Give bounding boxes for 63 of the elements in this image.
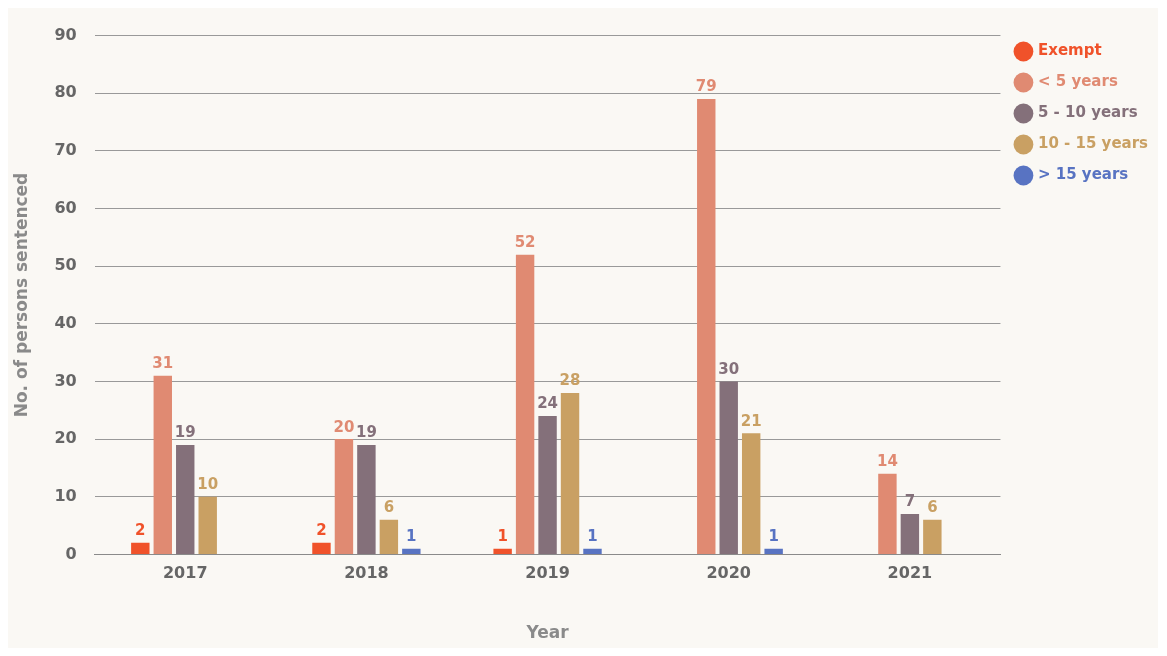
data-label: 79 <box>695 77 717 96</box>
data-label: 14 <box>876 452 898 471</box>
legend-label: > 15 years <box>1037 165 1129 184</box>
legend-label: Exempt <box>1037 41 1102 60</box>
data-label: 1 <box>587 527 598 546</box>
bar <box>402 548 421 554</box>
y-tick-label: 0 <box>65 543 77 563</box>
bar <box>741 433 761 554</box>
y-tick-label: 20 <box>54 428 77 448</box>
bar <box>515 254 535 554</box>
data-label: 52 <box>514 233 536 252</box>
legend-label: 10 - 15 years <box>1037 134 1149 153</box>
x-tick-label: 2021 <box>887 563 933 583</box>
data-label: 2 <box>316 521 327 540</box>
bar <box>176 444 195 554</box>
bar <box>560 393 580 554</box>
data-label: 30 <box>718 359 740 378</box>
data-label: 1 <box>406 527 417 546</box>
bar <box>493 548 512 554</box>
y-tick-label: 40 <box>54 312 77 332</box>
data-label: 21 <box>740 411 762 430</box>
bar <box>357 444 376 554</box>
bar <box>312 542 331 554</box>
y-tick-label: 30 <box>54 370 77 390</box>
data-label: 19 <box>355 423 377 442</box>
x-tick-label: 2019 <box>525 563 570 583</box>
bar <box>923 519 942 554</box>
bar <box>764 548 783 554</box>
x-tick-label: 2017 <box>162 563 208 583</box>
bar <box>538 416 557 554</box>
y-tick-label: 60 <box>54 197 77 217</box>
x-tick-label: 2018 <box>344 563 389 583</box>
data-label: 20 <box>333 417 355 436</box>
data-label: 24 <box>537 394 558 413</box>
data-label: 6 <box>927 498 938 517</box>
bar <box>131 542 150 554</box>
legend-label: 5 - 10 years <box>1037 103 1138 122</box>
y-tick-label: 70 <box>54 140 77 160</box>
y-tick-label: 80 <box>54 82 77 102</box>
bar <box>198 496 217 554</box>
bar <box>153 375 172 554</box>
y-tick-label: 10 <box>54 485 77 505</box>
data-label: 10 <box>197 475 219 494</box>
data-label: 19 <box>174 423 196 442</box>
x-axis-title: Year <box>525 622 570 643</box>
data-label: 7 <box>904 492 916 511</box>
bar <box>900 514 920 554</box>
bar <box>334 439 354 554</box>
data-label: 1 <box>768 527 779 546</box>
legend-label: < 5 years <box>1037 72 1118 91</box>
bar <box>719 381 738 554</box>
data-label: 6 <box>383 498 395 517</box>
y-tick-label: 90 <box>54 24 77 44</box>
bar <box>583 548 602 554</box>
y-axis-title: No. of persons sentenced <box>10 172 31 418</box>
bar <box>878 473 897 554</box>
y-tick-label: 50 <box>54 255 77 275</box>
data-label: 31 <box>152 354 174 373</box>
data-label: 1 <box>497 527 508 546</box>
bar <box>379 519 399 554</box>
data-label: 2 <box>135 521 146 540</box>
x-tick-label: 2020 <box>706 563 751 583</box>
bar <box>697 99 716 554</box>
